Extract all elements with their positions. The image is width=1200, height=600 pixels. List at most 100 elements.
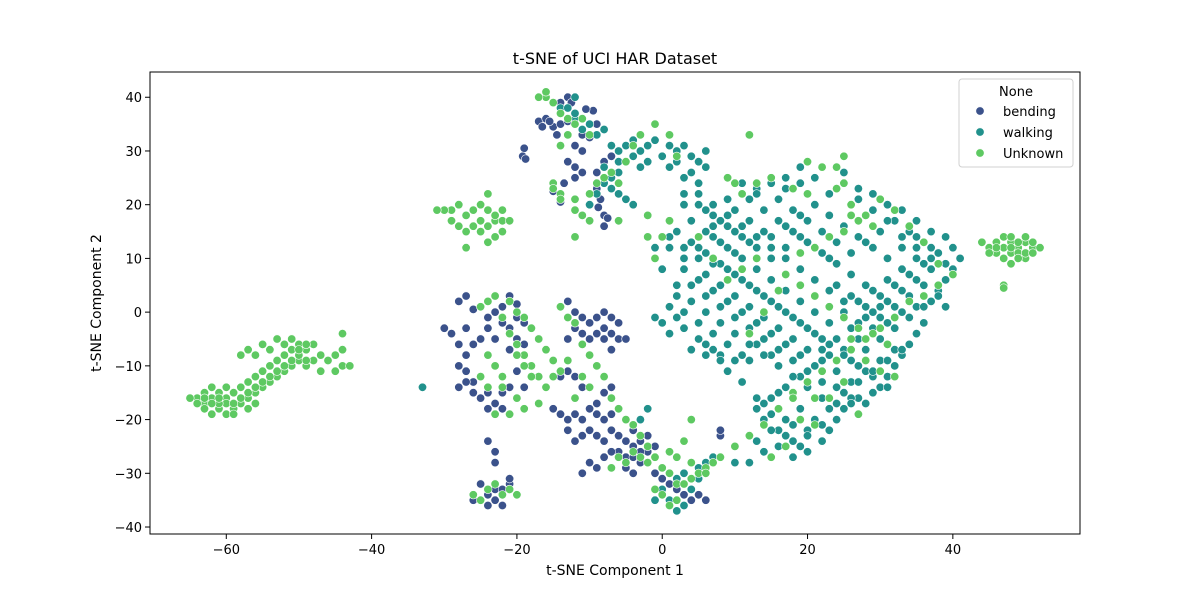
point-unknown-184 <box>563 130 573 140</box>
point-walking-206 <box>723 210 733 220</box>
point-walking-291 <box>752 286 762 296</box>
point-unknown-248 <box>795 248 805 258</box>
point-unknown-131 <box>555 302 565 312</box>
point-unknown-129 <box>519 361 529 371</box>
point-walking-6 <box>599 125 609 135</box>
point-walking-233 <box>759 398 769 408</box>
point-unknown-249 <box>810 243 820 253</box>
point-walking-278 <box>730 312 740 322</box>
point-unknown-224 <box>890 205 900 215</box>
point-walking-7 <box>606 141 616 151</box>
point-unknown-136 <box>592 361 602 371</box>
point-unknown-61 <box>258 339 268 349</box>
x-tick-label: 20 <box>799 543 816 558</box>
point-walking-52 <box>795 178 805 188</box>
point-walking-86 <box>824 425 834 435</box>
point-bending-9 <box>577 146 587 156</box>
point-bending-108 <box>606 425 616 435</box>
point-walking-57 <box>868 189 878 199</box>
point-unknown-172 <box>497 490 507 500</box>
point-unknown-133 <box>570 318 580 328</box>
point-unknown-142 <box>577 372 587 382</box>
point-walking-47 <box>723 194 733 204</box>
point-walking-306 <box>752 189 762 199</box>
point-unknown-218 <box>788 184 798 194</box>
point-walking-151 <box>875 291 885 301</box>
point-walking-352 <box>650 495 660 505</box>
point-unknown-261 <box>882 339 892 349</box>
point-bending-104 <box>599 415 609 425</box>
point-bending-32 <box>454 296 464 306</box>
point-walking-190 <box>897 264 907 274</box>
point-bending-50 <box>461 377 471 387</box>
point-walking-159 <box>875 227 885 237</box>
point-walking-321 <box>752 243 762 253</box>
point-unknown-306 <box>1006 259 1016 269</box>
point-unknown-57 <box>301 355 311 365</box>
point-unknown-161 <box>650 484 660 494</box>
point-walking-295 <box>810 329 820 339</box>
point-unknown-83 <box>497 227 507 237</box>
point-walking-322 <box>737 232 747 242</box>
point-unknown-302 <box>999 253 1009 263</box>
point-walking-175 <box>730 205 740 215</box>
point-walking-292 <box>766 296 776 306</box>
point-unknown-139 <box>548 372 558 382</box>
point-bending-57 <box>483 404 493 414</box>
point-unknown-145 <box>606 393 616 403</box>
point-walking-203 <box>766 243 776 253</box>
point-unknown-89 <box>468 221 478 231</box>
point-unknown-26 <box>207 409 217 419</box>
point-walking-34 <box>701 146 711 156</box>
point-walking-53 <box>810 173 820 183</box>
legend-label-unknown: Unknown <box>1003 147 1063 162</box>
point-walking-170 <box>715 237 725 247</box>
point-unknown-192 <box>606 168 616 178</box>
point-unknown-210 <box>650 253 660 263</box>
x-tick-label: −40 <box>358 543 385 558</box>
point-walking-98 <box>672 227 682 237</box>
point-unknown-23 <box>345 361 355 371</box>
point-walking-311 <box>868 205 878 215</box>
point-walking-3 <box>570 108 580 118</box>
point-unknown-126 <box>505 409 515 419</box>
point-walking-38 <box>614 189 624 199</box>
point-unknown-101 <box>476 302 486 312</box>
point-unknown-52 <box>265 372 275 382</box>
point-bending-80 <box>599 323 609 333</box>
point-unknown-59 <box>243 345 253 355</box>
point-walking-39 <box>606 184 616 194</box>
point-bending-160 <box>628 468 638 478</box>
point-walking-111 <box>708 286 718 296</box>
point-bending-97 <box>570 409 580 419</box>
point-walking-129 <box>730 291 740 301</box>
point-unknown-118 <box>483 350 493 360</box>
point-walking-280 <box>759 334 769 344</box>
point-walking-244 <box>650 312 660 322</box>
point-walking-93 <box>890 361 900 371</box>
point-walking-187 <box>853 296 863 306</box>
point-unknown-181 <box>570 119 580 129</box>
point-unknown-104 <box>505 296 515 306</box>
point-walking-208 <box>694 243 704 253</box>
point-unknown-252 <box>853 216 863 226</box>
point-walking-70 <box>897 307 907 317</box>
point-walking-364 <box>832 398 842 408</box>
point-walking-88 <box>839 404 849 414</box>
point-bending-35 <box>483 312 493 322</box>
point-unknown-70 <box>221 382 231 392</box>
point-walking-216 <box>744 339 754 349</box>
point-unknown-58 <box>236 350 246 360</box>
point-walking-19 <box>694 157 704 167</box>
point-unknown-215 <box>737 189 747 199</box>
point-walking-296 <box>824 339 834 349</box>
point-walking-231 <box>788 420 798 430</box>
point-unknown-294 <box>977 237 987 247</box>
point-walking-125 <box>672 291 682 301</box>
point-bending-140 <box>476 479 486 489</box>
point-unknown-199 <box>672 151 682 161</box>
point-bending-85 <box>606 329 616 339</box>
point-walking-260 <box>882 253 892 263</box>
point-unknown-198 <box>664 130 674 140</box>
